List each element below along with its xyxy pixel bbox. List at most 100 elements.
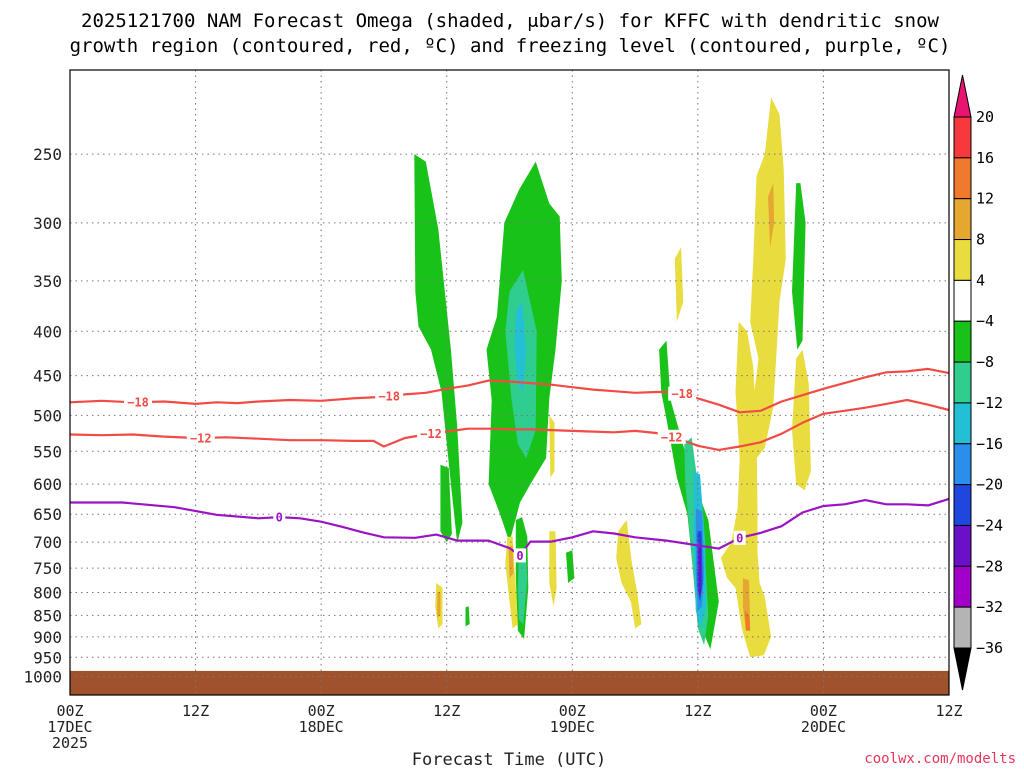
y-tick-label-800: 800 <box>33 584 62 603</box>
colorbar-label-12: −32 <box>976 598 1003 616</box>
contour-label-0c-freezing-level-0: 0 <box>276 511 283 525</box>
y-axis-ticks: 250 300 350 400 450 500 550 600 650 700 750 800 850 9… <box>23 145 62 687</box>
y-tick-label-300: 300 <box>33 214 62 233</box>
colorbar-label-7: −12 <box>976 394 1003 412</box>
omega-region-12-to-16-cyan-0 <box>514 301 527 392</box>
x-tick-label-0-1: 17DEC <box>47 718 92 736</box>
y-tick-label-550: 550 <box>33 442 62 461</box>
watermark-link[interactable]: coolwx.com/modelts <box>864 751 1016 767</box>
omega-region-4-to-8-green-6 <box>566 550 575 583</box>
omega-region-24-to-28-indigo-0 <box>698 547 701 595</box>
omega-region-4-to-8-yellow-4 <box>616 520 642 629</box>
omega-region-8-to-12-gold-1 <box>508 544 514 579</box>
colorbar-swatch-10 <box>953 484 972 526</box>
omega-region-4-to-8-yellow-0 <box>750 97 786 459</box>
contour-label-bg-0c-freezing-level-2 <box>733 530 746 545</box>
omega-region-4-to-8-yellow-3 <box>674 247 684 322</box>
contour-label-bg-18c-isotherm-2 <box>668 386 697 401</box>
colorbar-swatch-12 <box>953 565 972 608</box>
contour-label-18c-isotherm-0: −18 <box>127 396 149 410</box>
x-tick-label-48-0: 00Z <box>559 702 586 720</box>
contour-label-bg-12c-isotherm-0 <box>186 430 215 445</box>
contour-label-12c-isotherm-1: −12 <box>420 427 442 441</box>
x-tick-label-84-0: 12Z <box>935 702 962 720</box>
chart-title-line2: growth region (contoured, red, ºC) and f… <box>70 35 951 57</box>
contour-label-bg-18c-isotherm-0 <box>124 395 153 410</box>
contour-0c-freezing-level <box>70 497 950 557</box>
x-tick-label-72-1: 20DEC <box>801 718 846 736</box>
colorbar-swatch-1 <box>953 116 972 159</box>
grid-lines <box>70 70 949 695</box>
colorbar-swatch-9 <box>953 443 972 486</box>
y-tick-label-900: 900 <box>33 628 62 647</box>
colorbar-swatch-8 <box>953 402 972 445</box>
contour-label-12c-isotherm-0: −12 <box>190 431 212 445</box>
omega-region-12-to-16-orange-0 <box>744 610 751 631</box>
omega-region-4-to-8-yellow-5 <box>505 536 518 629</box>
omega-region-4-to-8-green-0 <box>414 154 463 544</box>
y-tick-label-450: 450 <box>33 367 62 386</box>
plot-frame <box>69 69 950 696</box>
colorbar-label-4: 4 <box>976 271 985 289</box>
y-tick-label-500: 500 <box>33 406 62 425</box>
x-axis-label: Forecast Time (UTC) <box>412 750 606 768</box>
ground-layer <box>70 670 949 695</box>
omega-region-8-to-12-sea-green-1 <box>517 547 528 625</box>
colorbar-label-1: 16 <box>976 149 994 167</box>
x-tick-label-24-1: 18DEC <box>299 718 344 736</box>
colorbar-swatch-7 <box>953 361 972 404</box>
chart-title-line1: 2025121700 NAM Forecast Omega (shaded, μ… <box>81 10 939 32</box>
omega-region-4-to-8-yellow-1 <box>792 349 811 491</box>
colorbar-label-2: 12 <box>976 190 994 208</box>
contour-label-bg-0c-freezing-level-0 <box>273 510 286 525</box>
contour-label-bg-12c-isotherm-2 <box>657 429 686 444</box>
omega-region-4-to-8-yellow-6 <box>549 531 557 607</box>
colorbar-swatch-5 <box>953 279 972 322</box>
colorbar-swatch-3 <box>953 198 972 241</box>
x-tick-label-0-0: 00Z <box>56 702 83 720</box>
colorbar-label-9: −20 <box>976 476 1003 494</box>
colorbar-label-11: −28 <box>976 557 1003 575</box>
colorbar: 20 16 12 8 4 −4 −8 −12 −16 −20 −24 −28 −32 −36 <box>953 74 1003 691</box>
colorbar-swatch-11 <box>953 524 972 567</box>
colorbar-swatch-4 <box>953 239 972 281</box>
colorbar-label-6: −8 <box>976 353 994 371</box>
y-tick-label-750: 750 <box>33 559 62 578</box>
contour-label-bg-18c-isotherm-1 <box>375 389 404 404</box>
colorbar-swatch-13 <box>953 606 972 649</box>
y-tick-label-650: 650 <box>33 505 62 524</box>
x-tick-label-72-0: 00Z <box>810 702 837 720</box>
colorbar-label-10: −24 <box>976 516 1003 534</box>
contour-label-bg-0c-freezing-level-1 <box>513 548 526 563</box>
x-tick-label-36-0: 12Z <box>433 702 460 720</box>
contour-label-0c-freezing-level-2: 0 <box>736 531 743 545</box>
y-tick-label-700: 700 <box>33 533 62 552</box>
omega-region-4-to-8-green-5 <box>440 464 452 543</box>
x-tick-label-0-2: 2025 <box>52 734 88 752</box>
y-tick-label-400: 400 <box>33 322 62 341</box>
contour-label-0c-freezing-level-1: 0 <box>516 549 523 563</box>
contour-label-bg-12c-isotherm-1 <box>417 426 446 441</box>
y-tick-label-850: 850 <box>33 606 62 625</box>
colorbar-swatch-2 <box>953 157 972 200</box>
contour-label-18c-isotherm-1: −18 <box>378 390 400 404</box>
omega-region-4-to-8-green-3 <box>792 183 806 350</box>
ground-fill <box>70 670 949 695</box>
x-tick-label-24-0: 00Z <box>308 702 335 720</box>
y-tick-label-350: 350 <box>33 272 62 291</box>
omega-region-8-to-12-gold-2 <box>437 592 441 618</box>
temperature-contours: −18 −18 −18 −12 −12 −12 0 0 0 <box>69 367 950 563</box>
x-tick-label-12-0: 12Z <box>182 702 209 720</box>
contour-label-12c-isotherm-2: −12 <box>661 430 683 444</box>
x-tick-label-48-1: 19DEC <box>550 718 595 736</box>
contour-18c-isotherm <box>69 367 950 414</box>
colorbar-label-0: 20 <box>976 108 994 126</box>
colorbar-label-8: −16 <box>976 435 1003 453</box>
y-tick-label-950: 950 <box>33 648 62 667</box>
y-tick-label-1000: 1000 <box>23 668 62 687</box>
omega-region-4-to-8-green-7 <box>465 606 470 627</box>
y-tick-label-250: 250 <box>33 145 62 164</box>
